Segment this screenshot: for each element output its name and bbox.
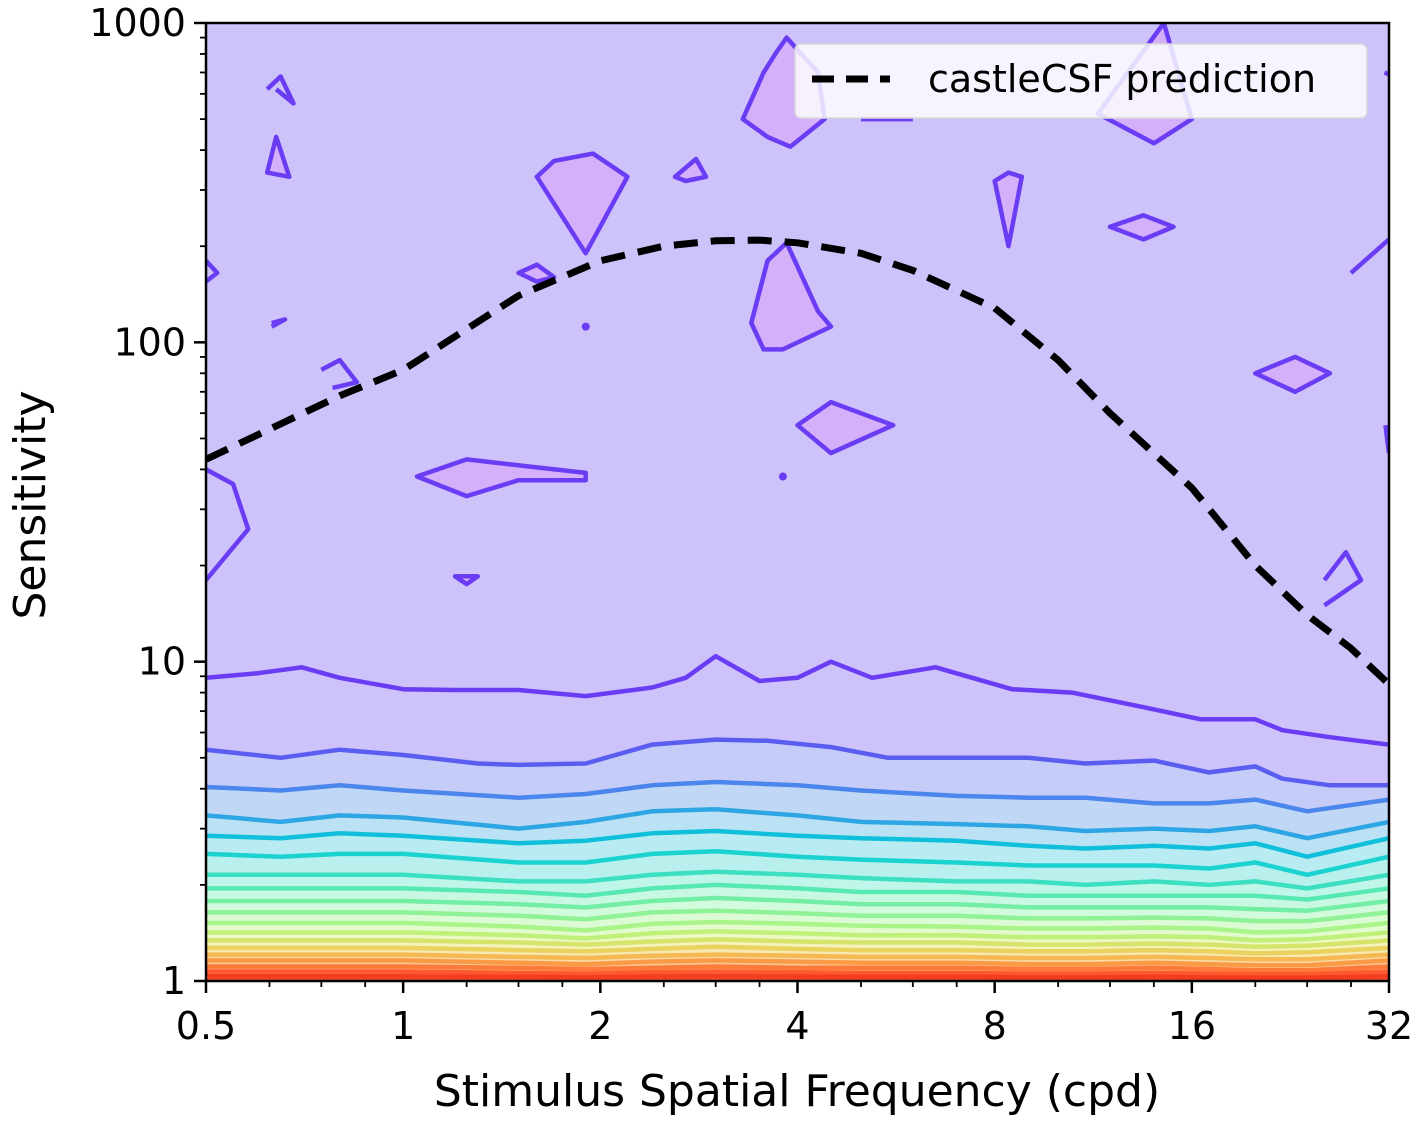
contour-line-3 <box>206 807 1389 841</box>
contour-island-14 <box>778 472 787 481</box>
contour-island-1 <box>206 259 220 284</box>
x-axis: 0.5 1 2 4 8 16 32 <box>176 981 1413 1048</box>
contour-island-18 <box>1107 213 1176 242</box>
x-tick-label: 16 <box>1168 1004 1216 1048</box>
contour-line-15 <box>206 958 1389 968</box>
contour-line-10 <box>206 919 1389 935</box>
contour-line-5 <box>206 848 1389 878</box>
contour-island-17 <box>992 170 1025 249</box>
contour-island-20 <box>1253 354 1333 395</box>
legend-label: castleCSF prediction <box>928 57 1316 101</box>
contour-island-11 <box>672 156 709 184</box>
contour-line-8 <box>206 895 1389 913</box>
contour-island-2 <box>265 74 296 106</box>
contour-line-7 <box>206 882 1389 902</box>
contour-line-17 <box>206 969 1389 977</box>
contour-line-4 <box>206 828 1389 859</box>
legend-box <box>794 43 1368 119</box>
series-line-0 <box>206 236 1389 687</box>
contour-island-21 <box>1322 550 1364 608</box>
contour-island-7 <box>452 574 481 587</box>
contour-island-9 <box>534 151 630 256</box>
contour-island-0 <box>206 467 251 582</box>
contour-island-5 <box>320 357 360 391</box>
contour-line-6 <box>206 869 1389 891</box>
x-tick-label: 2 <box>588 1004 612 1048</box>
contour-island-13 <box>749 240 834 352</box>
x-tick-label: 1 <box>391 1004 415 1048</box>
x-tick-label: 0.5 <box>176 1004 236 1048</box>
contour-line-0 <box>206 653 1389 747</box>
contour-island-10 <box>581 322 590 331</box>
x-axis-title: Stimulus Spatial Frequency (cpd) <box>434 1066 1160 1117</box>
contour-island-4 <box>270 317 288 329</box>
contour-line-2 <box>206 779 1389 814</box>
contour-island-3 <box>264 134 292 180</box>
y-axis-title: Sensitivity <box>5 390 56 619</box>
x-tick-label: 8 <box>983 1004 1007 1048</box>
contour-line-12 <box>206 937 1389 950</box>
y-tick-label: 10 <box>138 640 186 684</box>
contour-island-6 <box>414 457 588 499</box>
contour-line-1 <box>206 737 1389 788</box>
contour-lines <box>206 653 1389 980</box>
y-axis: 1 10 100 1000 <box>89 1 206 1003</box>
contour-line-11 <box>206 929 1389 943</box>
contour-line-18 <box>206 973 1389 980</box>
contour-line-14 <box>206 952 1389 962</box>
castlecsf-prediction-layer <box>206 236 1389 687</box>
contour-island-22 <box>1349 237 1389 275</box>
x-tick-label: 32 <box>1365 1004 1413 1048</box>
y-tick-label: 100 <box>113 320 186 364</box>
y-tick-label: 1000 <box>89 1 186 45</box>
legend: castleCSF prediction <box>794 43 1368 119</box>
contour-line-9 <box>206 908 1389 924</box>
contour-line-16 <box>206 964 1389 973</box>
x-tick-label: 4 <box>785 1004 809 1048</box>
y-tick-label: 1 <box>162 959 186 1003</box>
contour-island-15 <box>795 399 896 456</box>
contour-line-13 <box>206 944 1389 956</box>
